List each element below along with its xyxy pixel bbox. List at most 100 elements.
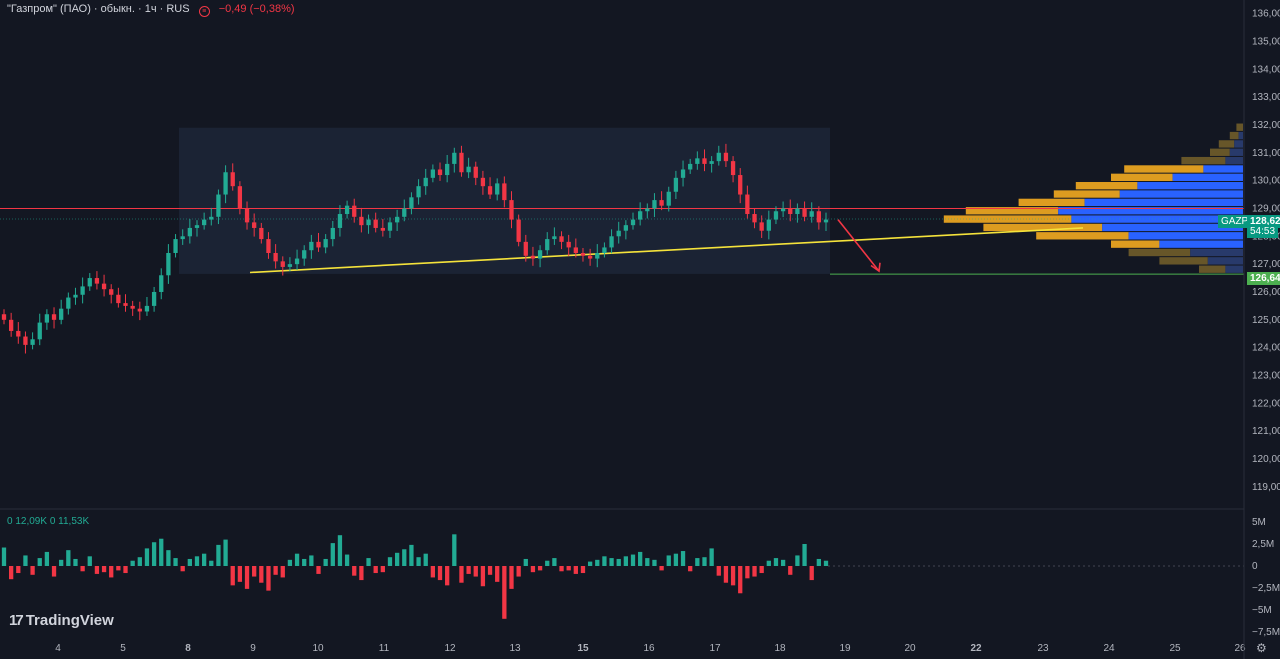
candle-body [216,194,221,217]
profile-bar-buy [1128,232,1243,240]
candle-body [766,219,771,231]
volume-bar [545,560,550,566]
volume-legend[interactable]: 0 12,09K 0 11,53K [7,516,89,527]
volume-bar [495,566,500,582]
price-axis-label: 134,00 [1252,64,1280,75]
profile-bar-sell [1053,190,1120,198]
candle-body [602,247,607,253]
candle-body [337,214,343,228]
volume-bar [159,538,164,566]
trend-line [249,227,1084,274]
candle-body [194,225,200,228]
candle-body [688,163,693,170]
candle-body [738,175,743,195]
symbol-header[interactable]: "Газпром" (ПАО) · обыкн. · 1ч · RUS ≡ −0… [7,3,295,17]
candle-body [552,236,557,240]
volume-bar [137,557,142,566]
time-axis-label: 11 [379,643,390,654]
profile-bar-sell [983,223,1103,232]
price-axis-label: 131,00 [1252,148,1280,159]
volume-bar [445,566,450,586]
volume-bar [380,566,385,573]
volume-axis-label: 5M [1252,517,1266,528]
price-axis-label: 125,00 [1252,315,1280,326]
volume-bar [302,558,307,566]
candle-body [359,216,364,226]
ticker-tag: GAZP [1218,215,1252,228]
volume-axis-label: 0 [1252,561,1258,572]
price-axis-label: 127,00 [1252,259,1280,270]
candle-body [702,158,707,164]
candle-body [673,177,679,192]
volume-bar [287,559,293,566]
volume-bar [652,559,657,566]
volume-bar [173,558,178,566]
time-axis-label: 22 [970,643,982,654]
candle-body [316,241,321,248]
candle-body [680,169,686,178]
candle-body [309,241,314,251]
candle-body [823,219,829,223]
volume-bar [337,535,343,566]
price-axis-label: 130,00 [1252,176,1280,187]
volume-bar [773,558,779,566]
volume-bar [330,543,335,566]
volume-bar [502,566,507,619]
candle-body [294,258,300,265]
candle-body [659,200,664,206]
volume-bar [30,566,35,575]
volume-bar [480,566,486,587]
volume-bar [101,566,107,573]
time-axis-label: 18 [774,643,786,654]
volume-bar [795,555,800,566]
volume-bar [109,566,114,578]
candle-body [609,236,614,248]
profile-bar-sell [1111,173,1173,182]
volume-bar [87,556,92,566]
candle-body [638,211,643,220]
volume-bar [466,566,471,574]
candle-body [323,239,328,248]
candle-body [187,227,192,237]
price-axis-label: 129,00 [1252,203,1280,214]
volume-bar [209,560,214,566]
volume-bar [580,566,586,574]
candle-body [273,253,278,262]
volume-bar [788,566,793,575]
candle-body [116,294,121,304]
candle-body [516,219,521,242]
tradingview-logo-icon: 17 [9,612,24,629]
last-price-tag[interactable]: 128,62 [1247,215,1280,228]
candle-body [409,197,414,209]
volume-bar [323,558,328,566]
candle-body [80,286,85,295]
volume-bar [352,566,357,576]
candle-body [437,169,443,176]
volume-bar [409,544,414,566]
volume-bar [187,558,192,566]
settings-gear-icon[interactable]: ⚙ [1256,641,1267,655]
volume-bar [823,560,829,566]
volume-bar [616,558,621,566]
candle-body [795,208,800,215]
candle-body [573,247,578,253]
volume-bar [151,542,157,566]
volume-bar [573,566,578,574]
time-axis-label: 8 [185,643,191,654]
volume-bar [430,566,436,578]
price-change: −0,49 (−0,38%) [218,3,295,15]
volume-bar [738,566,743,594]
price-axis-label: 136,00 [1252,9,1280,20]
volume-bar [123,566,128,574]
target-price-tag[interactable]: 126,64 [1247,272,1280,285]
tradingview-logo[interactable]: 17 TradingView [9,612,114,629]
volume-bar [702,557,707,566]
volume-bar [237,566,243,582]
volume-bar [680,551,686,566]
time-axis-label: 25 [1169,643,1181,654]
volume-bar [37,558,42,566]
time-axis-label: 12 [444,643,456,654]
candle-body [495,183,500,195]
volume-bar [344,554,350,566]
